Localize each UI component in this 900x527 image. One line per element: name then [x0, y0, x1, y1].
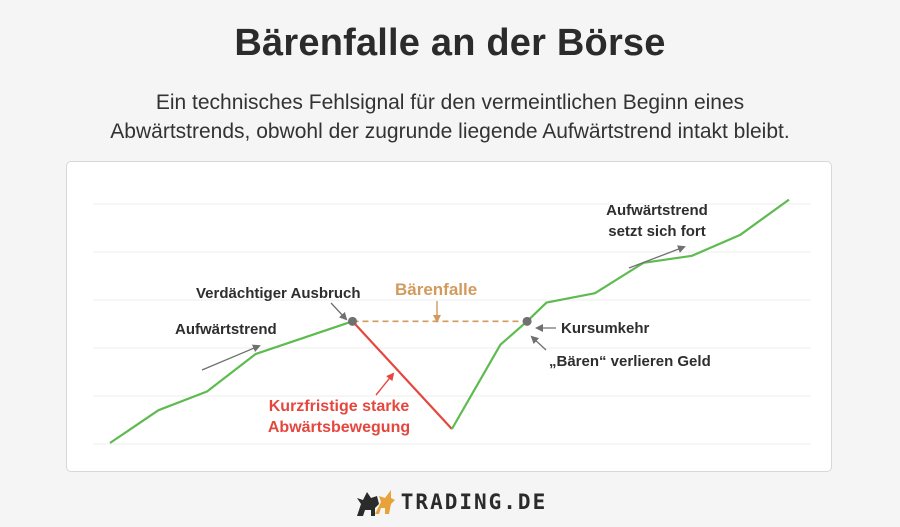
label-uptrend: Aufwärtstrend — [175, 321, 277, 338]
label-continue-line-2: setzt sich fort — [608, 223, 706, 240]
subtitle-line-1: Ein technisches Fehlsignal für den verme… — [155, 91, 745, 114]
page-title: Bärenfalle an der Börse — [234, 22, 666, 64]
label-bear-trap: Bärenfalle — [395, 280, 477, 299]
label-sharp-drop-line-2: Abwärtsbewegung — [268, 419, 410, 436]
chart-card: Aufwärtstrend Verdächtiger Ausbruch Bäre… — [66, 161, 832, 472]
subtitle-line-2: Abwärtstrends, obwohl der zugrunde liege… — [110, 120, 790, 143]
brand-logo: TRADING.DE — [0, 484, 900, 520]
breakout-arrow — [330, 302, 348, 321]
bear-trap-chart: Aufwärtstrend Verdächtiger Ausbruch Bäre… — [93, 198, 811, 445]
bull-bear-icon — [356, 490, 395, 516]
chart-gridlines — [93, 203, 811, 445]
label-continue-line-1: Aufwärtstrend — [606, 202, 708, 219]
uptrend-line — [109, 320, 353, 444]
label-sharp-drop-line-1: Kurzfristige starke — [269, 398, 410, 415]
label-suspicious-breakout: Verdächtiger Ausbruch — [196, 285, 361, 302]
page-subtitle: Ein technisches Fehlsignal für den verme… — [70, 88, 830, 146]
uptrend-arrow — [201, 344, 261, 371]
reversal-marker — [522, 316, 532, 326]
sharp-drop-arrow — [375, 372, 395, 396]
brand-name: TRADING.DE — [400, 490, 548, 514]
sharp-drop-line — [351, 320, 453, 430]
label-reversal: Kursumkehr — [561, 320, 650, 337]
continue-arrow — [628, 245, 686, 269]
label-bears-lose: „Bären“ verlieren Geld — [549, 353, 711, 370]
breakout-marker — [348, 316, 357, 326]
recovery-uptrend-line — [450, 198, 790, 430]
bears-lose-arrow — [530, 335, 547, 351]
